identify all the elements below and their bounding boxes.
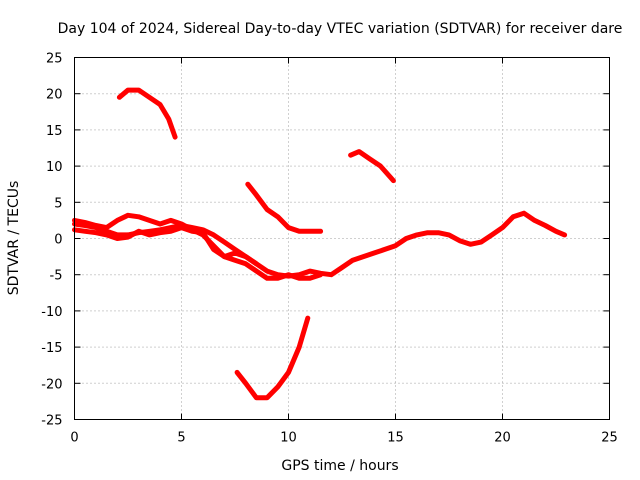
y-tick-label: 5: [54, 196, 62, 211]
series-line-arc-center: [245, 181, 324, 234]
chart-title: Day 104 of 2024, Sidereal Day-to-day VTE…: [58, 21, 623, 37]
y-tick-label: -5: [50, 269, 63, 284]
x-axis-label: GPS time / hours: [281, 458, 398, 474]
series-line-arc-top-left: [116, 87, 178, 140]
x-tick-label: 20: [494, 431, 511, 446]
x-tick-label: 25: [601, 431, 618, 446]
ticks: 0 5 10 15 20 25 -25 -20 -15 -10 -5 0 5 10 15 20 25: [41, 52, 618, 446]
series-line-arc-bottom: [234, 315, 311, 401]
x-tick-label: 0: [70, 431, 78, 446]
y-tick-label: -15: [41, 341, 62, 356]
y-tick-label: 20: [46, 88, 63, 103]
x-tick-label: 5: [177, 431, 185, 446]
grid: [74, 57, 610, 420]
y-tick-label: 15: [46, 124, 63, 139]
y-tick-label: -10: [41, 305, 62, 320]
y-tick-label: 10: [46, 160, 63, 175]
x-tick-label: 10: [280, 431, 297, 446]
series-line-main-1: [72, 210, 568, 279]
x-tick-label: 15: [387, 431, 404, 446]
series-layer: [72, 87, 568, 401]
y-axis-label: SDTVAR / TECUs: [6, 181, 22, 296]
series-line-arc-top-mid: [348, 149, 396, 184]
y-tick-label: -20: [41, 377, 62, 392]
series-line-main-3: [72, 225, 259, 267]
y-tick-label: -25: [41, 414, 62, 429]
y-tick-label: 0: [54, 233, 62, 248]
y-tick-label: 25: [46, 52, 63, 67]
